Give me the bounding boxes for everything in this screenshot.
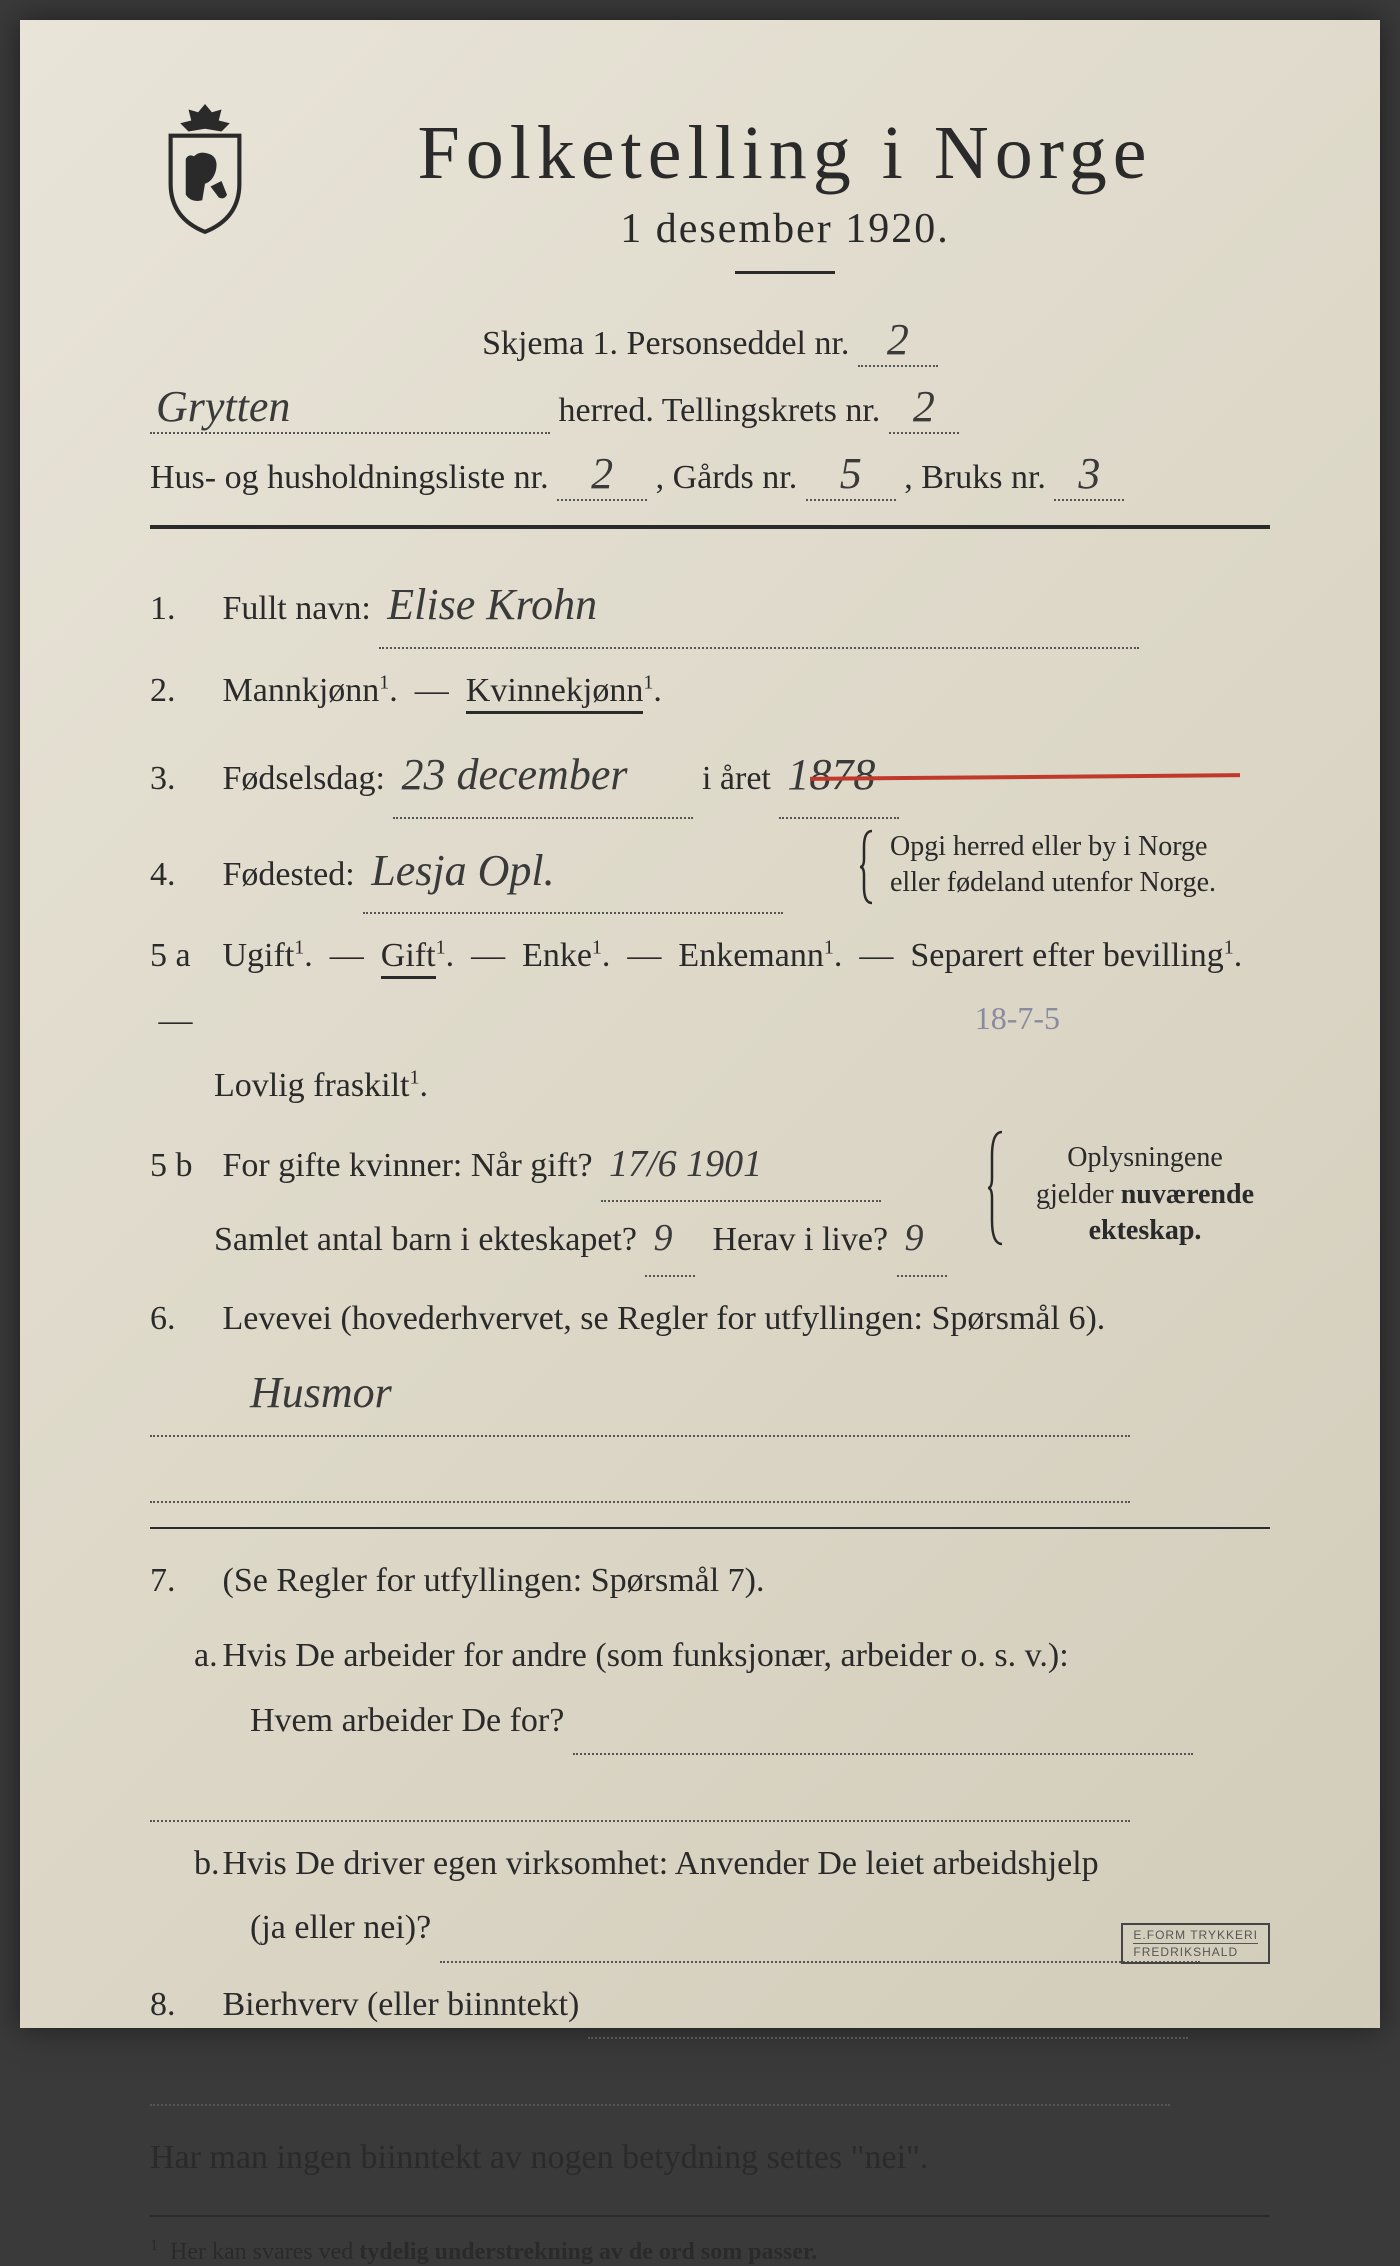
q5b: 5 b For gifte kvinner: Når gift? 17/6 19… [150,1128,1270,1276]
tellingskrets-nr: 2 [913,381,935,432]
closing-line: Har man ingen biinntekt av nogen betydni… [150,2126,1270,2191]
q7-num: 7. [150,1549,214,1614]
q7a: a. Hvis De arbeider for andre (som funks… [150,1624,1270,1822]
q2-mannkjonn: Mannkjønn [223,672,380,709]
q3-day: 23 december [401,733,627,817]
bruks-nr: 3 [1078,448,1100,499]
title-divider [735,271,835,274]
meta-husliste: Hus- og husholdningsliste nr. 2 , Gårds … [150,448,1270,501]
q1-label: Fullt navn: [223,590,371,627]
q7b: b. Hvis De driver egen virksomhet: Anven… [150,1832,1270,1963]
q3-num: 3. [150,747,214,812]
opt-ugift: Ugift [223,937,295,974]
archive-stamp: E.FORM TRYKKERI FREDRIKSHALD [1121,1923,1270,1964]
brace-icon [986,1128,1008,1248]
q7: 7. (Se Regler for utfyllingen: Spørsmål … [150,1549,1270,1614]
footnote: 1 Her kan svares ved tydelig understrekn… [150,2237,1270,2266]
census-form-page: Folketelling i Norge 1 desember 1920. Sk… [20,20,1380,2028]
q5b-label: For gifte kvinner: Når gift? [223,1147,593,1184]
q5b-note-c: ekteskap. [1089,1215,1202,1246]
q5b-note-b2: nuværende [1121,1179,1254,1210]
q5b-note-a: Oplysningene [1020,1140,1270,1176]
q8: 8. Bierhverv (eller biinntekt) [150,1973,1270,2106]
q7b-letter: b. [150,1832,214,1897]
q4-note-a: Opgi herred eller by i Norge [890,829,1270,865]
q5b-note: Oplysningene gjelder nuværende ekteskap. [1020,1128,1270,1249]
husliste-label: Hus- og husholdningsliste nr. [150,459,549,496]
q8-num: 8. [150,1973,214,2038]
q7b-line2: (ja eller nei)? [150,1909,431,1946]
q7a-line1: Hvis De arbeider for andre (som funksjon… [223,1637,1069,1674]
q4: 4. Fødested: Lesja Opl. Opgi herred elle… [150,829,1270,915]
q4-note: Opgi herred eller by i Norge eller fødel… [890,829,1270,902]
opt-separert: Separert efter bevilling [910,937,1223,974]
opt-gift: Gift [381,937,436,979]
coat-of-arms-icon [150,100,260,240]
subtitle: 1 desember 1920. [300,205,1270,253]
q8-label: Bierhverv (eller biinntekt) [223,1986,580,2023]
title-block: Folketelling i Norge 1 desember 1920. [300,110,1270,304]
skjema-label: Skjema 1. Personseddel nr. [482,325,849,362]
rule-top [150,525,1270,529]
rule-bottom [150,2215,1270,2217]
personseddel-nr: 2 [887,314,909,365]
q6: 6. Levevei (hovederhvervet, se Regler fo… [150,1287,1270,1504]
q5b-barn: 9 [653,1217,672,1259]
q5b-num: 5 b [150,1134,214,1199]
q5b-live: 9 [905,1217,924,1259]
q5b-note-b: gjelder [1036,1179,1121,1210]
gards-label: , Gårds nr. [656,459,798,496]
q7a-line2: Hvem arbeider De for? [150,1702,564,1739]
q2-kvinnekjonn: Kvinnekjønn [466,672,644,714]
husliste-nr: 2 [591,448,613,499]
header: Folketelling i Norge 1 desember 1920. [150,110,1270,304]
q1-value: Elise Krohn [387,563,597,647]
q7-label: (Se Regler for utfyllingen: Spørsmål 7). [223,1562,765,1599]
meta-skjema: Skjema 1. Personseddel nr. 2 [150,314,1270,367]
q5b-barn-label: Samlet antal barn i ekteskapet? [150,1221,637,1258]
q6-label: Levevei (hovederhvervet, se Regler for u… [223,1300,1106,1337]
q4-label: Fødested: [223,856,355,893]
opt-enkemann: Enkemann [678,937,823,974]
q3: 3. Fødselsdag: 23 december i året 1878 [150,733,1270,819]
q5a: 5 a Ugift1. — Gift1. — Enke1. — Enkemann… [150,924,1270,1118]
q7a-letter: a. [150,1624,214,1689]
opt-fraskilt: Lovlig fraskilt [150,1067,409,1104]
pencil-note: 18-7-5 [975,988,1060,1049]
q2-num: 2. [150,659,214,724]
brace-icon [858,829,878,905]
q6-num: 6. [150,1287,214,1352]
q6-value: Husmor [250,1351,392,1435]
q4-value: Lesja Opl. [371,829,554,913]
herred-value: Grytten [156,381,290,432]
q7b-line1: Hvis De driver egen virksomhet: Anvender… [223,1845,1099,1882]
q3-label: Fødselsdag: [223,760,385,797]
main-title: Folketelling i Norge [300,110,1270,197]
gards-nr: 5 [840,448,862,499]
q2: 2. Mannkjønn1. — Kvinnekjønn1. [150,659,1270,724]
q3-year: 1878 [787,733,875,817]
q4-note-b: eller fødeland utenfor Norge. [890,865,1270,901]
meta-herred: Grytten herred. Tellingskrets nr. 2 [150,381,1270,434]
opt-enke: Enke [522,937,592,974]
q4-num: 4. [150,843,214,908]
q5a-num: 5 a [150,924,214,989]
q5b-date: 17/6 1901 [609,1143,762,1185]
q3-mid: i året [702,760,771,797]
q1-num: 1. [150,577,214,642]
rule-mid [150,1527,1270,1529]
q5b-live-label: Herav i live? [712,1221,888,1258]
q1: 1. Fullt navn: Elise Krohn [150,563,1270,649]
bruks-label: , Bruks nr. [904,459,1046,496]
herred-label: herred. Tellingskrets nr. [559,392,881,429]
footnote-num: 1 [150,2237,158,2254]
